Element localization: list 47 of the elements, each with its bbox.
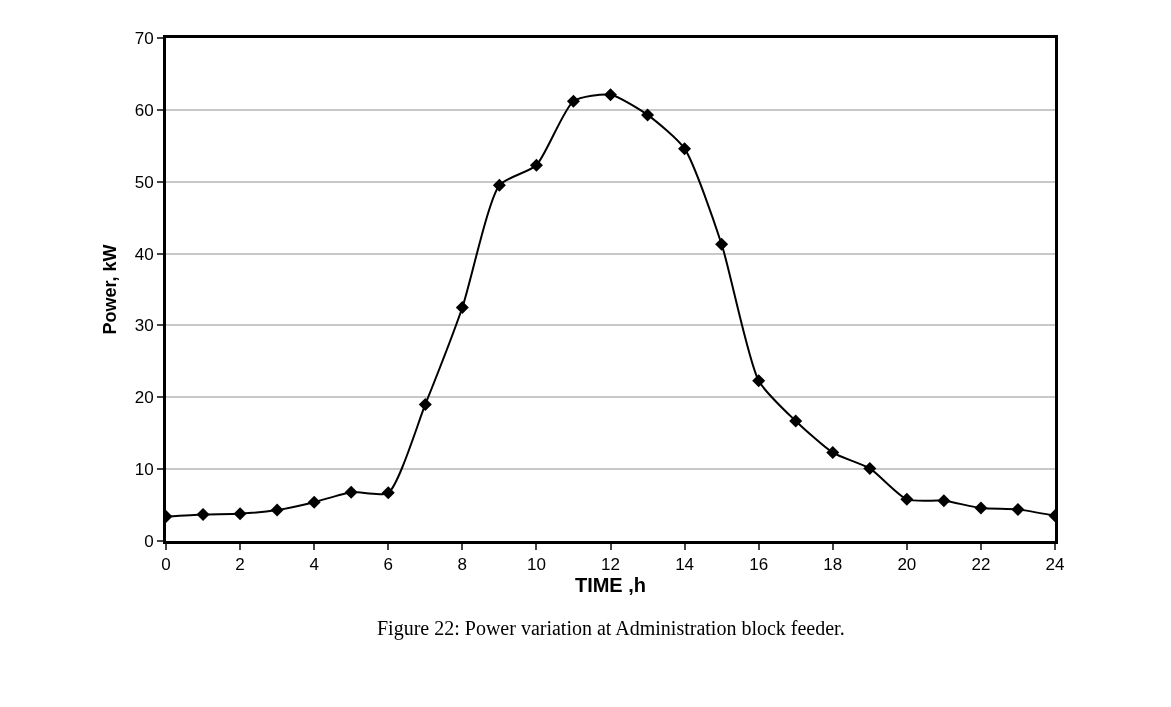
point [381, 486, 395, 500]
y-tick-label: 30 [134, 316, 154, 336]
point [789, 414, 803, 428]
point [826, 446, 840, 460]
x-tick-label: 20 [897, 555, 917, 575]
x-tick-label: 6 [383, 555, 393, 575]
point [233, 507, 247, 521]
point [196, 507, 210, 521]
point [752, 374, 766, 388]
point [678, 142, 692, 156]
y-tick-label: 10 [134, 460, 154, 480]
point [900, 492, 914, 506]
y-tick-label: 20 [134, 388, 154, 408]
point [715, 237, 729, 251]
y-tick-label: 60 [134, 100, 154, 120]
point [1011, 502, 1025, 516]
point [566, 94, 580, 108]
point [863, 461, 877, 475]
point [641, 108, 655, 122]
point [604, 88, 617, 102]
point [344, 485, 358, 499]
x-tick-label: 24 [1045, 555, 1065, 575]
y-tick-label: 0 [144, 531, 154, 551]
x-tick-label: 0 [161, 555, 171, 575]
point [937, 494, 951, 508]
y-tick-label: 40 [134, 244, 154, 264]
x-tick-label: 18 [823, 555, 843, 575]
x-tick-label: 14 [675, 555, 695, 575]
x-tick-label: 8 [457, 555, 468, 575]
point [455, 300, 469, 314]
point [529, 158, 543, 172]
caption: Figure 22: Power variation at Administration block feeder. [377, 617, 845, 640]
point [492, 178, 506, 192]
x-tick-label: 4 [309, 555, 319, 575]
point [974, 501, 988, 515]
y-tick-label: 50 [134, 172, 154, 192]
point [418, 397, 432, 411]
x-tick-label: 16 [749, 555, 769, 575]
x-tick-label: 22 [971, 555, 991, 575]
point [307, 495, 321, 509]
x-axis-title: TIME ,h [574, 574, 647, 597]
y-axis-title: Power, kW [99, 244, 120, 335]
x-tick-label: 2 [235, 555, 245, 575]
y-tick-label: 70 [134, 28, 154, 48]
point [270, 503, 284, 517]
x-tick-label: 10 [526, 555, 546, 575]
x-tick-label: 12 [601, 555, 620, 575]
